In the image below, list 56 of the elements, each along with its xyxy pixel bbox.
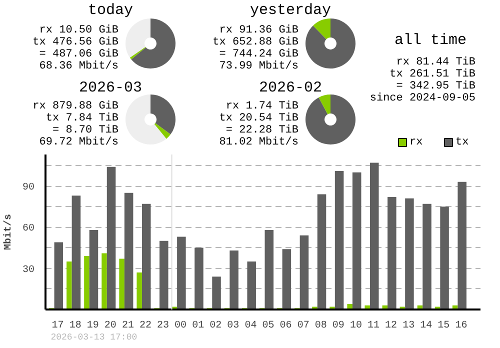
x-tick-label: 19 xyxy=(86,320,99,332)
x-tick-label: 23 xyxy=(157,320,170,332)
y-axis-title: Mbit/s xyxy=(2,214,14,250)
text: 81.02 Mbit/s xyxy=(219,136,299,148)
legend-label: rx xyxy=(410,136,424,148)
text: rx 879.88 GiB xyxy=(32,100,119,112)
x-tick-label: 15 xyxy=(438,320,450,332)
text: 69.72 Mbit/s xyxy=(39,136,119,148)
chart-title: yesterday xyxy=(250,2,332,19)
x-tick-label: 08 xyxy=(314,320,327,332)
text: 68.36 Mbit/s xyxy=(39,60,119,72)
text: all time xyxy=(394,32,467,49)
x-tick-label: 11 xyxy=(368,320,380,332)
y-tick-label: 60 xyxy=(22,224,35,235)
text: tx 20.54 TiB xyxy=(219,112,299,124)
x-tick-label: 14 xyxy=(420,320,432,332)
x-tick-label: 10 xyxy=(350,320,362,332)
text: = 342.95 TiB xyxy=(396,80,476,92)
text: = 487.06 GiB xyxy=(39,48,119,60)
text: 2026-03-13 17:00 xyxy=(50,332,138,342)
text: rx 10.50 GiB xyxy=(39,24,119,36)
x-tick-label: 02 xyxy=(210,320,222,332)
x-tick-label: 01 xyxy=(192,320,204,332)
chart-title: 2026-03 xyxy=(78,80,142,96)
x-tick-label: 07 xyxy=(297,320,310,332)
chart-title: today xyxy=(88,2,134,19)
chart-title: 2026-02 xyxy=(258,80,322,96)
x-tick-label: 06 xyxy=(280,320,292,332)
x-tick-label: 04 xyxy=(244,320,257,332)
text: rx 81.44 TiB xyxy=(396,56,476,68)
x-tick-label: 21 xyxy=(122,320,134,332)
text: tx 652.88 GiB xyxy=(212,36,299,48)
text: tx 7.84 TiB xyxy=(46,112,119,124)
text: = 744.24 GiB xyxy=(219,48,299,60)
text: since 2024-09-05 xyxy=(370,92,476,104)
y-tick-label: 90 xyxy=(22,182,35,194)
text: = 8.70 TiB xyxy=(52,124,119,136)
x-tick-label: 22 xyxy=(139,320,152,332)
x-tick-label: 18 xyxy=(69,320,82,332)
text: rx 1.74 TiB xyxy=(226,100,299,112)
text: 73.99 Mbit/s xyxy=(219,60,299,72)
x-tick-label: 03 xyxy=(227,320,240,332)
x-tick-label: 00 xyxy=(174,320,187,332)
x-tick-label: 09 xyxy=(332,320,344,332)
x-tick-label: 20 xyxy=(104,320,116,332)
text: tx 476.56 GiB xyxy=(32,36,119,48)
legend-label: tx xyxy=(456,136,470,148)
x-tick-label: 13 xyxy=(402,320,415,332)
x-tick-label: 16 xyxy=(455,320,468,332)
y-tick-label: 30 xyxy=(22,264,35,276)
text: rx 91.36 GiB xyxy=(219,24,299,36)
x-tick-label: 12 xyxy=(385,320,398,332)
text: = 22.28 TiB xyxy=(226,124,299,136)
x-tick-label: 05 xyxy=(262,320,274,332)
text: tx 261.51 TiB xyxy=(390,68,476,80)
x-tick-label: 17 xyxy=(52,320,64,332)
